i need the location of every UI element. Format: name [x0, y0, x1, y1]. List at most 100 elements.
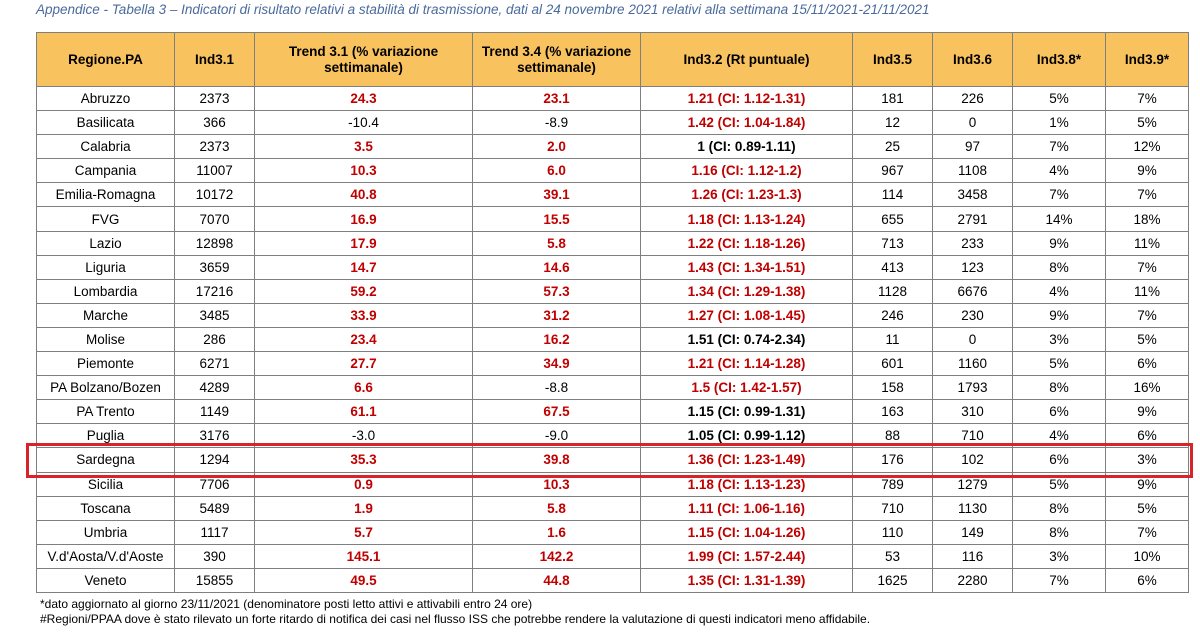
table-row: Umbria 1117 5.7 1.6 1.15 (CI: 1.04-1.26) 110 1…: [36, 519, 1189, 545]
cell-region: V.d'Aosta/V.d'Aoste: [36, 543, 175, 569]
cell-trend31: 27.7: [254, 351, 473, 377]
cell-ind38: 7%: [1012, 182, 1106, 208]
cell-region: Molise: [36, 326, 175, 353]
cell-trend31: 35.3: [254, 447, 473, 473]
cell-ind31: 4289: [174, 375, 255, 401]
cell-ind36: 2280: [932, 567, 1013, 593]
cell-region: PA Trento: [36, 399, 175, 425]
cell-ind36: 2791: [932, 206, 1013, 232]
cell-ind31: 7070: [174, 206, 255, 232]
cell-ind38: 9%: [1012, 230, 1106, 256]
cell-ind36: 233: [932, 230, 1013, 256]
cell-ind38: 6%: [1012, 399, 1106, 425]
cell-region: Piemonte: [36, 351, 175, 377]
cell-ind39: 7%: [1105, 85, 1189, 112]
table-row: Veneto 15855 49.5 44.8 1.35 (CI: 1.31-1.39) 1…: [36, 567, 1189, 593]
table-row: Lombardia 17216 59.2 57.3 1.34 (CI: 1.29-1.3…: [36, 278, 1189, 304]
cell-trend34: -8.8: [472, 375, 641, 401]
cell-ind36: 1108: [932, 158, 1013, 184]
cell-region: Emilia-Romagna: [36, 182, 175, 208]
cell-region: Lombardia: [36, 278, 175, 304]
cell-ind31: 2373: [174, 85, 255, 112]
table-row: Sardegna 1294 35.3 39.8 1.36 (CI: 1.23-1.49)…: [36, 447, 1189, 473]
cell-ind35: 655: [852, 206, 933, 232]
cell-trend31: 145.1: [254, 543, 473, 569]
cell-ind31: 17216: [174, 278, 255, 304]
cell-ind35: 1128: [852, 278, 933, 304]
cell-trend34: 15.5: [472, 206, 641, 232]
cell-trend31: 40.8: [254, 182, 473, 208]
header-row: Regione.PA Ind3.1 Trend 3.1 (% variazion…: [36, 32, 1189, 87]
cell-ind39: 7%: [1105, 519, 1189, 545]
cell-rt: 1.11 (CI: 1.06-1.16): [640, 495, 853, 521]
table-row: Toscana 5489 1.9 5.8 1.11 (CI: 1.06-1.16) 710…: [36, 495, 1189, 521]
header-cell: Ind3.2 (Rt puntuale): [640, 32, 853, 87]
cell-trend31: 10.3: [254, 158, 473, 184]
cell-region: FVG: [36, 206, 175, 232]
cell-ind35: 114: [852, 182, 933, 208]
cell-trend34: 57.3: [472, 278, 641, 304]
header-cell: Regione.PA: [36, 32, 175, 87]
cell-ind38: 5%: [1012, 471, 1106, 497]
cell-rt: 1.5 (CI: 1.42-1.57): [640, 375, 853, 401]
cell-trend34: 34.9: [472, 351, 641, 377]
cell-ind39: 7%: [1105, 254, 1189, 280]
indicators-table: Regione.PA Ind3.1 Trend 3.1 (% variazion…: [36, 32, 1189, 593]
cell-ind39: 6%: [1105, 423, 1189, 449]
cell-ind36: 710: [932, 423, 1013, 449]
cell-region: Marche: [36, 302, 175, 328]
cell-ind36: 123: [932, 254, 1013, 280]
cell-ind35: 713: [852, 230, 933, 256]
cell-ind31: 390: [174, 543, 255, 569]
cell-ind39: 6%: [1105, 567, 1189, 593]
cell-rt: 1.27 (CI: 1.08-1.45): [640, 302, 853, 328]
table-body: Abruzzo 2373 24.3 23.1 1.21 (CI: 1.12-1.31) 1…: [36, 85, 1189, 593]
cell-region: Puglia: [36, 423, 175, 449]
cell-ind36: 102: [932, 447, 1013, 473]
cell-ind35: 967: [852, 158, 933, 184]
cell-trend31: -10.4: [254, 110, 473, 136]
cell-ind35: 1625: [852, 567, 933, 593]
cell-ind31: 3485: [174, 302, 255, 328]
cell-region: Veneto: [36, 567, 175, 593]
cell-trend34: 31.2: [472, 302, 641, 328]
cell-ind35: 246: [852, 302, 933, 328]
cell-ind36: 116: [932, 543, 1013, 569]
cell-region: Sardegna: [36, 447, 175, 473]
cell-region: Campania: [36, 158, 175, 184]
header-cell: Trend 3.4 (% variazione settimanale): [472, 32, 641, 87]
cell-ind36: 226: [932, 85, 1013, 112]
cell-ind36: 1160: [932, 351, 1013, 377]
cell-ind36: 3458: [932, 182, 1013, 208]
cell-rt: 1.26 (CI: 1.23-1.3): [640, 182, 853, 208]
cell-ind39: 3%: [1105, 447, 1189, 473]
cell-ind38: 4%: [1012, 278, 1106, 304]
table-row: FVG 7070 16.9 15.5 1.18 (CI: 1.13-1.24) 655 27…: [36, 206, 1189, 232]
cell-trend34: 16.2: [472, 326, 641, 353]
cell-ind38: 1%: [1012, 110, 1106, 136]
cell-ind35: 163: [852, 399, 933, 425]
cell-ind35: 53: [852, 543, 933, 569]
cell-ind35: 12: [852, 110, 933, 136]
table-row: Campania 11007 10.3 6.0 1.16 (CI: 1.12-1.2) 9…: [36, 158, 1189, 184]
cell-ind31: 366: [174, 110, 255, 136]
cell-ind39: 5%: [1105, 326, 1189, 353]
cell-ind38: 9%: [1012, 302, 1106, 328]
cell-ind36: 1279: [932, 471, 1013, 497]
cell-trend34: -9.0: [472, 423, 641, 449]
cell-ind38: 5%: [1012, 85, 1106, 112]
cell-ind38: 4%: [1012, 158, 1106, 184]
cell-trend31: 0.9: [254, 471, 473, 497]
cell-region: PA Bolzano/Bozen: [36, 375, 175, 401]
cell-trend31: 14.7: [254, 254, 473, 280]
cell-trend34: 39.1: [472, 182, 641, 208]
cell-ind38: 8%: [1012, 519, 1106, 545]
cell-region: Umbria: [36, 519, 175, 545]
cell-ind39: 11%: [1105, 278, 1189, 304]
cell-ind39: 6%: [1105, 351, 1189, 377]
cell-region: Abruzzo: [36, 85, 175, 112]
header-cell: Ind3.5: [852, 32, 933, 87]
cell-trend34: 5.8: [472, 495, 641, 521]
cell-ind31: 10172: [174, 182, 255, 208]
cell-ind36: 1130: [932, 495, 1013, 521]
